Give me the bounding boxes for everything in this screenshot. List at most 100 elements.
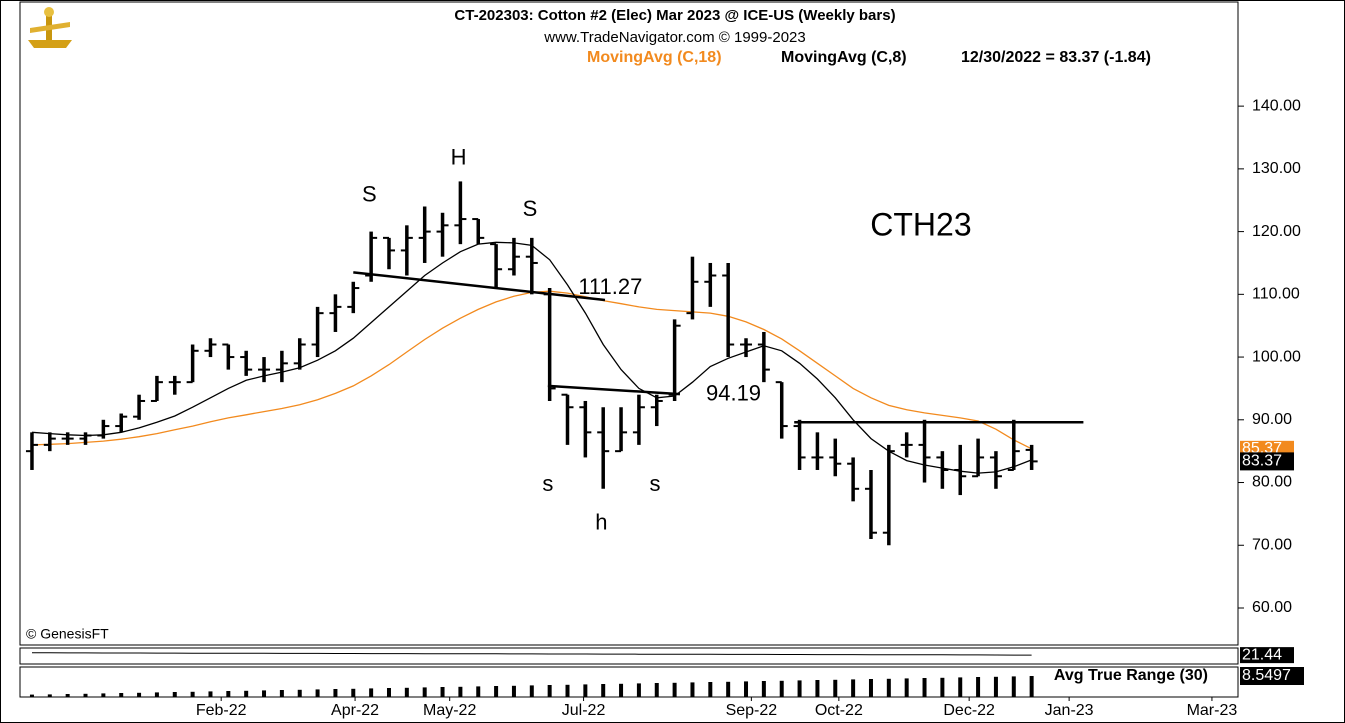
annotation: S — [362, 182, 377, 207]
atr-bar — [226, 691, 231, 697]
atr-bar — [172, 692, 177, 697]
x-tick-label: Mar-23 — [1187, 702, 1238, 719]
value-box — [1240, 647, 1294, 664]
value-box — [1240, 452, 1294, 471]
atr-bar — [619, 683, 624, 697]
atr-bar — [690, 682, 695, 697]
y-tick-label: 70.00 — [1252, 536, 1292, 553]
atr-bar — [976, 677, 981, 697]
atr-label: Avg True Range (30) — [1054, 667, 1208, 684]
x-tick-label: Sep-22 — [726, 702, 778, 719]
atr-bar — [636, 683, 641, 697]
atr-bar — [422, 687, 427, 697]
atr-bar — [262, 690, 267, 697]
atr-bar — [1029, 676, 1034, 697]
value-box-label: 8.5497 — [1242, 667, 1291, 684]
value-box-label: 21.44 — [1242, 646, 1282, 663]
legend-entry: MovingAvg (C,8) — [781, 49, 907, 66]
atr-bar — [565, 684, 570, 697]
atr-bar — [529, 685, 534, 697]
atr-bar — [1011, 676, 1016, 697]
atr-bar — [601, 684, 606, 697]
atr-bar — [315, 689, 320, 697]
annotation: S — [523, 196, 538, 221]
annotation: s — [542, 471, 553, 496]
atr-bar — [208, 691, 213, 697]
atr-bar — [476, 686, 481, 697]
atr-bar — [708, 682, 713, 697]
annotation: h — [595, 510, 607, 535]
atr-bar — [797, 680, 802, 697]
atr-bar — [279, 690, 284, 697]
atr-bar — [833, 679, 838, 697]
annotation: s — [649, 471, 660, 496]
last-value-label: 12/30/2022 = 83.37 (-1.84) — [961, 49, 1151, 66]
atr-bar — [511, 685, 516, 697]
atr-bar — [190, 691, 195, 697]
atr-bar — [369, 688, 374, 697]
atr-bar — [458, 686, 463, 697]
atr-bar — [726, 681, 731, 697]
atr-bar — [494, 686, 499, 697]
annotation: 94.19 — [706, 381, 761, 406]
trend-line — [353, 271, 606, 302]
x-tick-label: Jul-22 — [562, 702, 606, 719]
y-tick-label: 90.00 — [1252, 411, 1292, 428]
x-tick-label: Dec-22 — [943, 702, 995, 719]
x-tick-label: May-22 — [423, 702, 476, 719]
x-tick-label: Oct-22 — [815, 702, 863, 719]
atr-bar — [119, 693, 124, 697]
y-tick-label: 80.00 — [1252, 474, 1292, 491]
atr-bar — [654, 683, 659, 697]
indicator-line — [32, 652, 1032, 656]
y-tick-label: 120.00 — [1252, 223, 1301, 240]
atr-bar — [29, 694, 34, 697]
atr-bar — [886, 678, 891, 697]
x-tick-label: Apr-22 — [331, 702, 379, 719]
atr-bar — [547, 685, 552, 697]
atr-bar — [333, 689, 338, 697]
atr-bar — [244, 690, 249, 697]
legend-entry: MovingAvg (C,18) — [587, 49, 722, 66]
trend-line — [547, 384, 681, 396]
annotation: 111.27 — [578, 274, 642, 299]
atr-bar — [761, 681, 766, 697]
atr-bar — [815, 680, 820, 697]
atr-bar — [993, 676, 998, 697]
y-tick-label: 60.00 — [1252, 599, 1292, 616]
atr-bar — [440, 687, 445, 697]
atr-bar — [65, 694, 70, 697]
atr-panel — [19, 666, 1239, 698]
atr-bar — [101, 693, 106, 697]
y-tick-label: 140.00 — [1252, 97, 1301, 114]
logo — [28, 7, 72, 48]
atr-bar — [672, 682, 677, 697]
atr-bar — [940, 677, 945, 697]
atr-bar — [137, 692, 142, 697]
main-panel — [19, 1, 1239, 646]
chart-subtitle: www.TradeNavigator.com © 1999-2023 — [543, 29, 805, 46]
atr-bar — [958, 677, 963, 697]
atr-bar — [868, 679, 873, 697]
credit: © GenesisFT — [26, 626, 109, 642]
chart-title: CT-202303: Cotton #2 (Elec) Mar 2023 @ I… — [454, 7, 895, 24]
atr-bar — [922, 678, 927, 697]
y-tick-label: 110.00 — [1252, 286, 1300, 303]
annotation: H — [451, 145, 467, 170]
annotation: CTH23 — [870, 207, 971, 243]
atr-bar — [154, 692, 159, 697]
x-tick-label: Jan-23 — [1045, 702, 1094, 719]
atr-bar — [83, 693, 88, 697]
atr-bar — [583, 684, 588, 697]
atr-bar — [744, 681, 749, 697]
atr-bar — [779, 680, 784, 697]
value-box — [1240, 667, 1304, 686]
atr-bar — [404, 687, 409, 697]
atr-bar — [351, 688, 356, 697]
y-tick-label: 130.00 — [1252, 160, 1301, 177]
atr-bar — [386, 688, 391, 697]
y-tick-label: 100.00 — [1252, 348, 1301, 365]
indicator-panel — [19, 647, 1239, 665]
